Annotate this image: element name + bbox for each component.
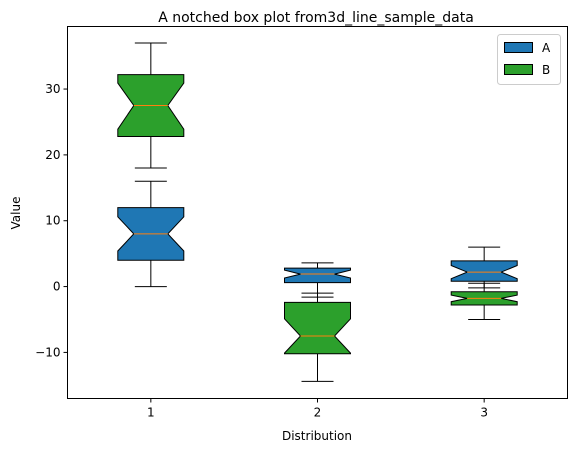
- box-a-2: [284, 262, 351, 298]
- legend: A B: [497, 34, 561, 85]
- y-tick-label: 20: [45, 148, 60, 162]
- legend-swatch-a: [504, 42, 533, 53]
- box-a-1: [117, 180, 185, 288]
- y-tick-label: 10: [45, 214, 60, 228]
- x-tick-label: 1: [147, 406, 155, 420]
- legend-label-b: B: [542, 63, 550, 77]
- y-axis: −10 0 10 20 30: [35, 82, 68, 359]
- box-b-1: [117, 42, 185, 169]
- y-tick-label: 0: [53, 280, 61, 294]
- x-axis-label: Distribution: [282, 429, 352, 443]
- y-tick-label: 30: [45, 82, 60, 96]
- box-b-3: [450, 282, 518, 320]
- box-b-2: [284, 292, 351, 382]
- legend-swatch-b: [504, 64, 533, 75]
- y-axis-label: Value: [9, 197, 23, 230]
- x-axis: 1 2 3: [147, 398, 488, 420]
- y-tick-label: −10: [35, 345, 60, 359]
- notched-box: [450, 260, 518, 282]
- notched-box: [284, 267, 351, 284]
- chart-title: A notched box plot from3d_line_sample_da…: [158, 10, 474, 26]
- x-tick-label: 3: [480, 406, 488, 420]
- box-a-3: [450, 246, 518, 289]
- legend-label-a: A: [542, 41, 551, 55]
- x-tick-label: 2: [314, 406, 322, 420]
- notched-box: [284, 301, 351, 355]
- plot-area: [117, 42, 518, 382]
